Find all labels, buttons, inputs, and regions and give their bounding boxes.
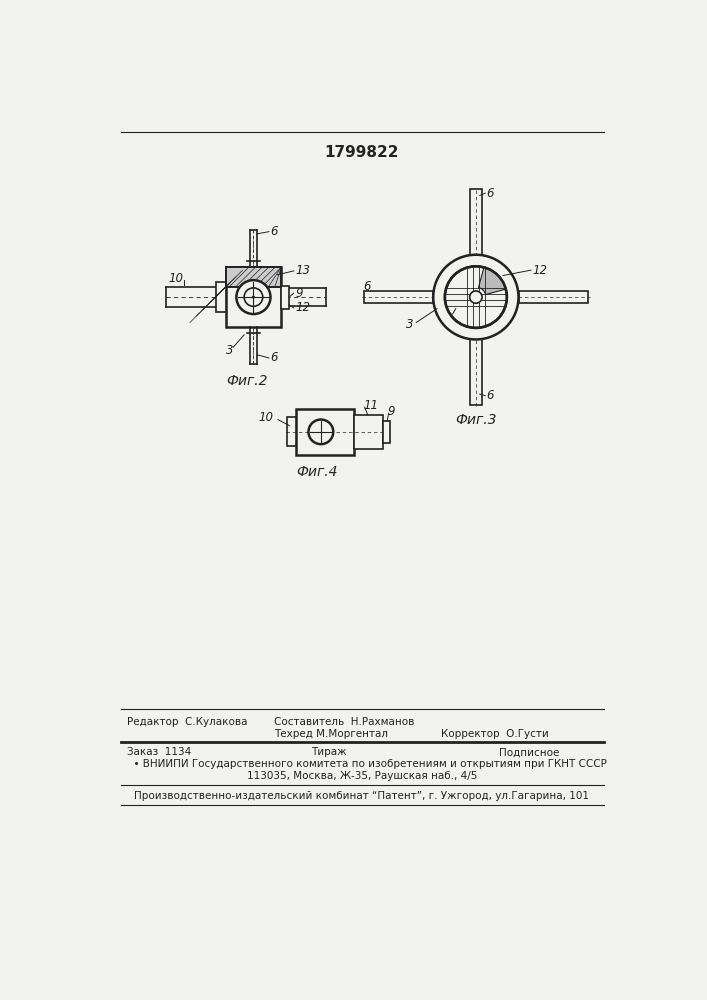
Circle shape (469, 291, 482, 303)
Bar (469, 189, 482, 255)
Bar (354, 415, 383, 449)
Text: Подписное: Подписное (499, 747, 559, 757)
Bar (296, 409, 354, 455)
Text: 3: 3 (407, 318, 414, 331)
Text: 6: 6 (363, 280, 371, 293)
Text: 6: 6 (486, 389, 494, 402)
Text: 113035, Москва, Ж-35, Раушская наб., 4/5: 113035, Москва, Ж-35, Раушская наб., 4/5 (247, 771, 477, 781)
Text: 9: 9 (387, 405, 395, 418)
Text: 12: 12 (296, 301, 310, 314)
Wedge shape (479, 267, 506, 295)
Bar (383, 421, 390, 443)
Text: Производственно-издательский комбинат “Патент”, г. Ужгород, ул.Гагарина, 101: Производственно-издательский комбинат “П… (134, 791, 590, 801)
Text: Фиг.4: Фиг.4 (296, 465, 338, 479)
Text: Техред М.Моргентал: Техред М.Моргентал (274, 729, 388, 739)
Text: 13: 13 (296, 264, 310, 277)
Circle shape (252, 296, 255, 299)
Bar (363, 291, 433, 303)
Text: Редактор  С.Кулакова: Редактор С.Кулакова (127, 717, 247, 727)
Bar (287, 417, 296, 446)
Text: Тираж: Тираж (311, 747, 346, 757)
Circle shape (244, 288, 263, 306)
Circle shape (433, 255, 518, 339)
Text: Фиг.3: Фиг.3 (455, 413, 496, 427)
Text: Составитель  Н.Рахманов: Составитель Н.Рахманов (274, 717, 415, 727)
Text: Корректор  О.Густи: Корректор О.Густи (441, 729, 549, 739)
Circle shape (445, 266, 507, 328)
Text: Фиг.2: Фиг.2 (226, 374, 268, 388)
Text: 9: 9 (296, 287, 303, 300)
Bar (281, 286, 289, 309)
Circle shape (236, 280, 271, 314)
Bar (226, 267, 281, 287)
Bar (216, 282, 226, 312)
Text: 3: 3 (226, 344, 234, 357)
Text: 10: 10 (168, 272, 183, 285)
Text: 6: 6 (486, 187, 494, 200)
Text: 6: 6 (271, 351, 278, 364)
Text: 10: 10 (258, 411, 273, 424)
Bar (226, 267, 281, 287)
Text: Заказ  1134: Заказ 1134 (127, 747, 192, 757)
Text: 11: 11 (363, 399, 378, 412)
Text: • ВНИИПИ Государственного комитета по изобретениям и открытиям при ГКНТ СССР: • ВНИИПИ Государственного комитета по из… (127, 759, 607, 769)
Text: 6: 6 (271, 225, 278, 238)
Text: 4: 4 (448, 310, 455, 323)
Text: 12: 12 (532, 264, 547, 277)
Bar (469, 339, 482, 405)
Bar (226, 267, 281, 327)
Circle shape (308, 420, 333, 444)
Bar (518, 291, 588, 303)
Text: 1799822: 1799822 (325, 145, 399, 160)
